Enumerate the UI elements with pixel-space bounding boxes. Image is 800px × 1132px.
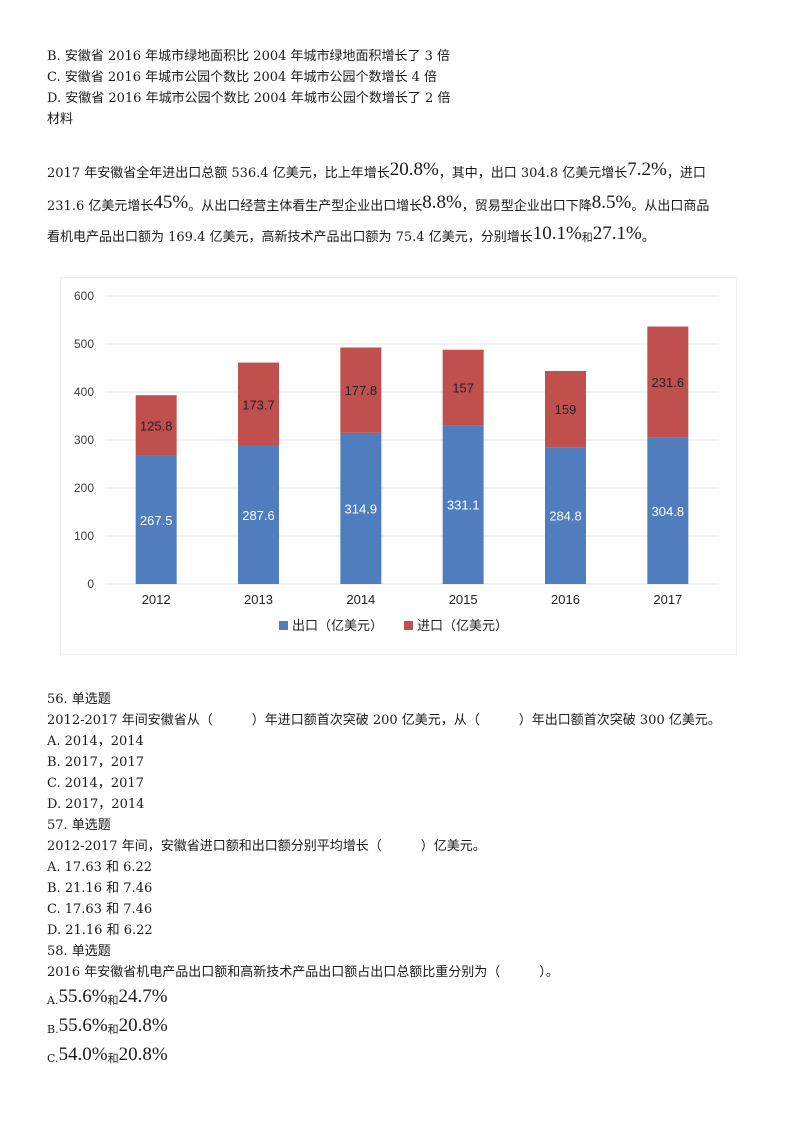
percent: 8.8% <box>422 192 462 213</box>
material-label: 材料 <box>47 112 74 127</box>
option-letter: C. <box>47 1052 59 1065</box>
legend-export-label: 出口（亿美元） <box>292 618 383 633</box>
percent: 10.1% <box>532 223 582 244</box>
bar-value-label: 331.1 <box>447 498 480 513</box>
text: ，其中，出口 304.8 亿美元增长 <box>438 166 628 181</box>
bar-value-label: 173.7 <box>242 397 275 412</box>
paragraph-line-1: 2017 年安徽省全年进出口总额 536.4 亿美元，比上年增长20.8%，其中… <box>47 160 706 184</box>
x-tick-label: 2014 <box>346 592 375 607</box>
y-tick-label: 100 <box>74 529 94 543</box>
bar-value-label: 177.8 <box>345 383 378 398</box>
x-tick-label: 2016 <box>551 592 580 607</box>
option-letter: B. <box>47 1023 59 1036</box>
q57-option-d[interactable]: D. 21.16 和 6.22 <box>47 923 153 938</box>
export-bar <box>442 425 484 584</box>
legend-export-swatch <box>279 621 288 630</box>
text: ，进口 <box>666 166 706 181</box>
text: 和 <box>107 994 119 1007</box>
q58-stem: 2016 年安徽省机电产品出口额和高新技术产品出口额占出口总额比重分别为（ ）。 <box>47 965 559 980</box>
x-tick-label: 2017 <box>653 592 682 607</box>
q57-option-a[interactable]: A. 17.63 和 6.22 <box>47 860 153 875</box>
percent: 27.1% <box>592 223 642 244</box>
import-bar <box>340 347 382 433</box>
prev-option-b: B. 安徽省 2016 年城市绿地面积比 2004 年城市绿地面积增长了 3 倍 <box>47 49 451 64</box>
import-bar <box>647 326 689 438</box>
y-tick-label: 300 <box>74 433 94 447</box>
import-bar <box>135 395 177 456</box>
paragraph-line-3: 看机电产品出口额为 169.4 亿美元，高新技术产品出口额为 75.4 亿美元，… <box>47 224 655 248</box>
import-bar <box>442 349 484 426</box>
text: 看机电产品出口额为 169.4 亿美元，高新技术产品出口额为 75.4 亿美元，… <box>47 230 533 245</box>
export-bar <box>340 432 382 584</box>
bar-value-label: 284.8 <box>549 509 582 524</box>
paragraph-line-2: 231.6 亿美元增长45%。从出口经营主体看生产型企业出口增长8.8%，贸易型… <box>47 193 709 217</box>
text: 和 <box>107 1023 119 1036</box>
q58-option-a[interactable]: A.55.6%和24.7% <box>47 987 168 1011</box>
import-bar <box>545 370 586 448</box>
bar-value-label: 304.8 <box>652 504 685 519</box>
bar-value-label: 231.6 <box>652 375 685 390</box>
bar-value-label: 157 <box>452 380 474 395</box>
q57-option-b[interactable]: B. 21.16 和 7.46 <box>47 881 153 896</box>
text: ，贸易型企业出口下降 <box>461 199 592 214</box>
percent: 45% <box>153 192 189 213</box>
legend-import-swatch <box>404 621 413 630</box>
export-bar <box>238 445 279 584</box>
bar-value-label: 267.5 <box>140 513 173 528</box>
text: 。从出口经营主体看生产型企业出口增长 <box>188 199 423 214</box>
option-letter: A. <box>47 994 59 1007</box>
percent: 55.6% <box>58 986 108 1007</box>
q56-option-c[interactable]: C. 2014，2017 <box>47 776 144 791</box>
export-bar <box>545 447 586 584</box>
y-tick-label: 400 <box>74 385 94 399</box>
legend-import-label: 进口（亿美元） <box>417 618 508 633</box>
import-bar <box>238 362 279 446</box>
export-bar <box>647 437 689 584</box>
q56-option-a[interactable]: A. 2014，2014 <box>47 734 144 749</box>
percent: 54.0% <box>58 1044 108 1065</box>
percent: 20.8% <box>118 1015 168 1036</box>
percent: 8.5% <box>591 192 632 213</box>
percent: 24.7% <box>118 986 168 1007</box>
q58-title: 58. 单选题 <box>47 944 111 959</box>
bar-value-label: 314.9 <box>345 501 378 516</box>
text: 。 <box>641 230 655 245</box>
q56-stem: 2012-2017 年间安徽省从（ ）年进口额首次突破 200 亿美元，从（ ）… <box>47 713 721 728</box>
x-tick-label: 2015 <box>449 592 478 607</box>
percent: 20.8% <box>389 159 439 180</box>
q57-title: 57. 单选题 <box>47 818 111 833</box>
q56-option-d[interactable]: D. 2017，2014 <box>47 797 145 812</box>
x-tick-label: 2012 <box>142 592 171 607</box>
stacked-bar-chart: 0 100 200 300 400 500 600 267.5 125.8 2012 287.6 17… <box>60 277 737 655</box>
y-tick-label: 200 <box>74 481 94 495</box>
chart-svg: 0 100 200 300 400 500 600 267.5 125.8 2012 287.6 17… <box>74 289 719 633</box>
bar-value-label: 159 <box>555 402 577 417</box>
text: 和 <box>581 231 593 244</box>
prev-option-c: C. 安徽省 2016 年城市公园个数比 2004 年城市公园个数增长 4 倍 <box>47 70 437 85</box>
text: 和 <box>107 1052 119 1065</box>
prev-option-d: D. 安徽省 2016 年城市公园个数比 2004 年城市公园个数增长了 2 倍 <box>47 91 451 106</box>
q58-option-c[interactable]: C.54.0%和20.8% <box>47 1045 168 1069</box>
q57-option-c[interactable]: C. 17.63 和 7.46 <box>47 902 153 917</box>
percent: 20.8% <box>118 1044 168 1065</box>
percent: 7.2% <box>627 159 667 180</box>
export-bar <box>135 455 177 584</box>
text: 2017 年安徽省全年进出口总额 536.4 亿美元，比上年增长 <box>47 166 390 181</box>
y-tick-label: 600 <box>74 289 94 303</box>
q58-option-b[interactable]: B.55.6%和20.8% <box>47 1016 168 1040</box>
bar-value-label: 287.6 <box>242 508 275 523</box>
text: 231.6 亿美元增长 <box>47 199 154 214</box>
x-tick-label: 2013 <box>244 592 273 607</box>
q56-title: 56. 单选题 <box>47 692 111 707</box>
y-tick-label: 500 <box>74 337 94 351</box>
percent: 55.6% <box>58 1015 108 1036</box>
q57-stem: 2012-2017 年间，安徽省进口额和出口额分别平均增长（ ）亿美元。 <box>47 839 486 854</box>
text: 。从出口商品 <box>631 199 710 214</box>
y-tick-label: 0 <box>87 577 94 591</box>
q56-option-b[interactable]: B. 2017，2017 <box>47 755 144 770</box>
bar-value-label: 125.8 <box>140 418 173 433</box>
